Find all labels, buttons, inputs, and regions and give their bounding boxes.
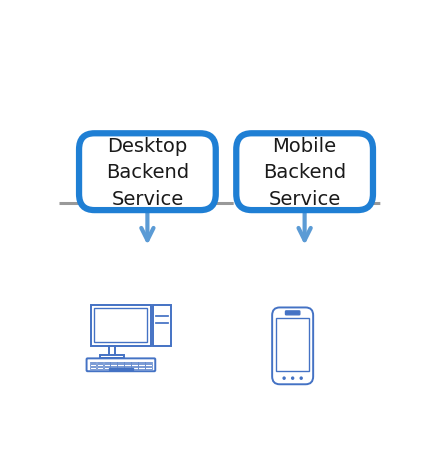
Circle shape (299, 376, 303, 380)
Bar (145, 367, 152, 369)
Bar (124, 362, 131, 364)
FancyBboxPatch shape (272, 308, 313, 384)
Circle shape (282, 376, 286, 380)
Circle shape (291, 376, 295, 380)
Bar (138, 364, 145, 366)
Bar (138, 367, 145, 369)
Bar (124, 367, 131, 369)
Bar (109, 369, 133, 370)
Bar (104, 362, 110, 364)
Bar (117, 367, 124, 369)
Text: Desktop
Backend
Service: Desktop Backend Service (106, 137, 189, 208)
Bar (131, 362, 138, 364)
Bar (117, 364, 124, 366)
FancyBboxPatch shape (86, 358, 155, 371)
Bar (97, 362, 103, 364)
Bar (111, 362, 117, 364)
Text: Mobile
Backend
Service: Mobile Backend Service (263, 137, 346, 208)
Bar (153, 305, 172, 346)
Bar (97, 364, 103, 366)
Bar (131, 364, 138, 366)
Bar (104, 367, 110, 369)
Bar (94, 309, 147, 343)
Bar (131, 367, 138, 369)
FancyBboxPatch shape (236, 134, 373, 211)
Bar (90, 367, 96, 369)
Bar (100, 355, 124, 358)
Bar (145, 364, 152, 366)
Bar (138, 362, 145, 364)
FancyArrowPatch shape (299, 143, 311, 241)
Bar (145, 362, 152, 364)
FancyArrowPatch shape (141, 143, 153, 241)
Bar (124, 364, 131, 366)
FancyBboxPatch shape (285, 311, 300, 315)
Bar (117, 362, 124, 364)
Bar (111, 364, 117, 366)
Bar (104, 364, 110, 366)
Bar (97, 367, 103, 369)
Bar (91, 305, 151, 346)
FancyBboxPatch shape (79, 134, 216, 211)
Bar (90, 364, 96, 366)
Bar (111, 367, 117, 369)
Bar (90, 362, 96, 364)
Bar (276, 319, 309, 371)
